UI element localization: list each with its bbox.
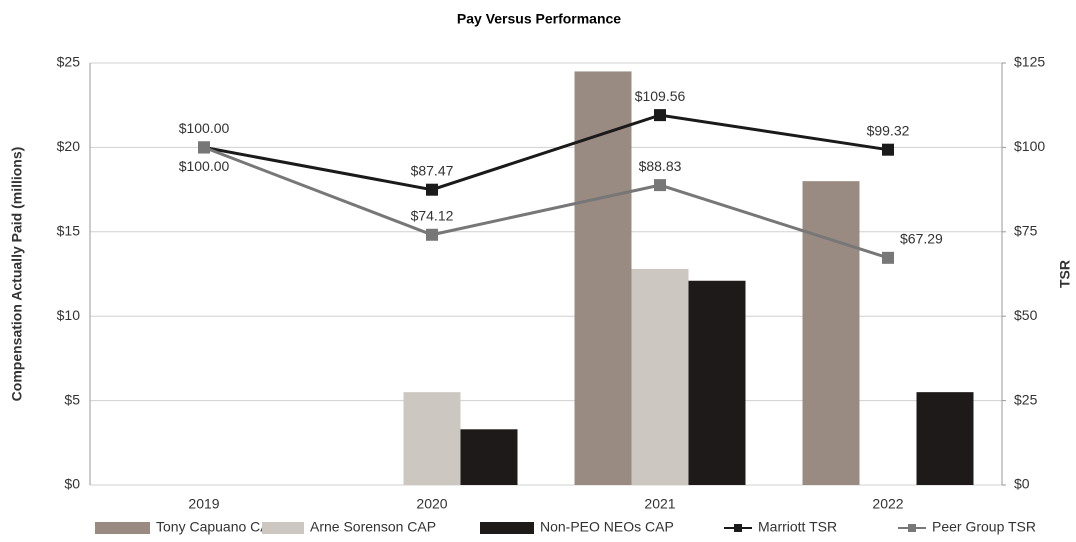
- line-marker: [198, 141, 210, 154]
- legend-label: Non-PEO NEOs CAP: [540, 519, 674, 535]
- bar: [916, 392, 974, 485]
- legend-swatch: [95, 522, 150, 534]
- data-label: $100.00: [179, 120, 230, 136]
- bar: [688, 280, 746, 485]
- y2-tick-label: $125: [1014, 54, 1045, 70]
- y-tick-label: $10: [57, 307, 81, 323]
- legend-marker: [734, 524, 742, 532]
- legend-marker: [908, 524, 916, 532]
- legend-label: Tony Capuano CAP: [156, 519, 279, 535]
- y2-tick-label: $100: [1014, 138, 1045, 154]
- y-axis-title: Compensation Actually Paid (millions): [9, 147, 25, 402]
- line: [203, 113, 889, 192]
- line-marker: [882, 251, 894, 264]
- y-tick-label: $20: [57, 138, 81, 154]
- y-tick-label: $5: [64, 391, 80, 407]
- y2-axis-title: TSR: [1057, 260, 1073, 288]
- data-label: $74.12: [411, 207, 454, 223]
- x-tick-label: 2022: [872, 496, 903, 512]
- legend-swatch: [480, 522, 534, 534]
- legend-label: Peer Group TSR: [932, 519, 1036, 535]
- y-tick-label: $25: [57, 54, 81, 70]
- legend-label: Arne Sorenson CAP: [310, 519, 436, 535]
- y2-tick-label: $50: [1014, 307, 1038, 323]
- data-label: $87.47: [411, 162, 454, 178]
- y-tick-label: $0: [64, 476, 80, 492]
- x-tick-label: 2020: [416, 496, 447, 512]
- x-tick-label: 2019: [188, 496, 219, 512]
- bar: [403, 392, 461, 485]
- data-label: $67.29: [900, 231, 943, 247]
- line-marker: [654, 109, 666, 122]
- y2-tick-label: $75: [1014, 223, 1038, 239]
- data-label: $109.56: [635, 88, 686, 104]
- y2-tick-label: $0: [1014, 476, 1030, 492]
- bar: [802, 181, 860, 485]
- legend-swatch: [262, 522, 304, 534]
- chart-title: Pay Versus Performance: [457, 11, 621, 27]
- bar: [631, 268, 689, 485]
- data-label: $88.83: [639, 158, 682, 174]
- x-tick-label: 2021: [644, 496, 675, 512]
- line-marker: [654, 179, 666, 192]
- line: [203, 145, 889, 260]
- line-marker: [882, 143, 894, 156]
- y2-tick-label: $25: [1014, 391, 1038, 407]
- line-marker: [426, 183, 438, 196]
- data-label: $100.00: [179, 158, 230, 174]
- y-tick-label: $15: [57, 223, 81, 239]
- line-marker: [426, 228, 438, 241]
- bar: [460, 429, 518, 485]
- legend-label: Marriott TSR: [758, 519, 837, 535]
- data-label: $99.32: [867, 122, 910, 138]
